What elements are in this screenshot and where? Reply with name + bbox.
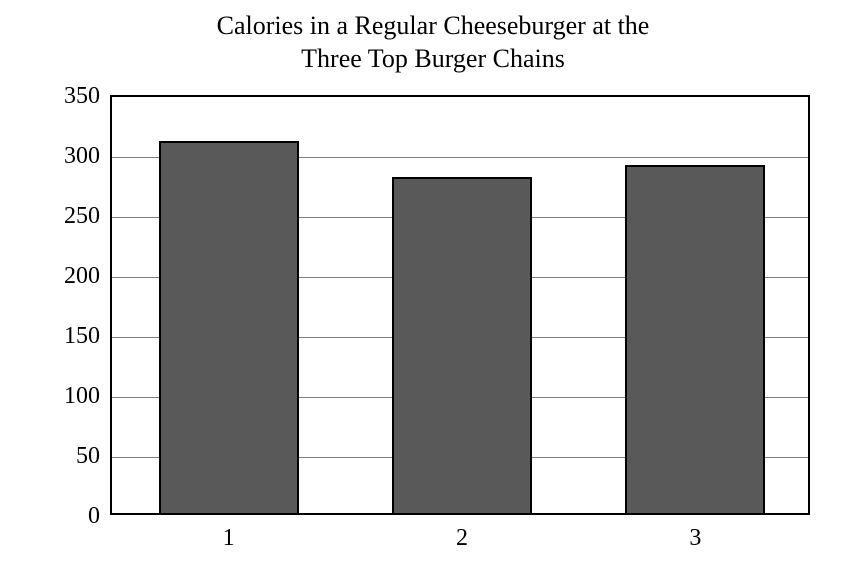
chart-container: Calories in a Regular Cheeseburger at th… bbox=[0, 0, 866, 566]
x-tick-label: 2 bbox=[345, 525, 578, 552]
x-tick-label: 3 bbox=[579, 525, 812, 552]
bar bbox=[625, 165, 765, 513]
chart-title-line1: Calories in a Regular Cheeseburger at th… bbox=[217, 11, 650, 40]
y-tick-label: 100 bbox=[2, 383, 100, 410]
y-tick-label: 150 bbox=[2, 323, 100, 350]
y-tick-label: 250 bbox=[2, 203, 100, 230]
y-tick-label: 200 bbox=[2, 263, 100, 290]
x-tick-label: 1 bbox=[112, 525, 345, 552]
bar bbox=[159, 141, 299, 513]
y-tick-label: 50 bbox=[2, 443, 100, 470]
chart-title: Calories in a Regular Cheeseburger at th… bbox=[0, 10, 866, 75]
bar bbox=[392, 177, 532, 513]
y-tick-label: 0 bbox=[2, 503, 100, 530]
y-tick-label: 350 bbox=[2, 83, 100, 110]
plot-area: 050100150200250300350123 bbox=[110, 95, 810, 515]
chart-title-line2: Three Top Burger Chains bbox=[301, 44, 565, 73]
y-tick-label: 300 bbox=[2, 143, 100, 170]
